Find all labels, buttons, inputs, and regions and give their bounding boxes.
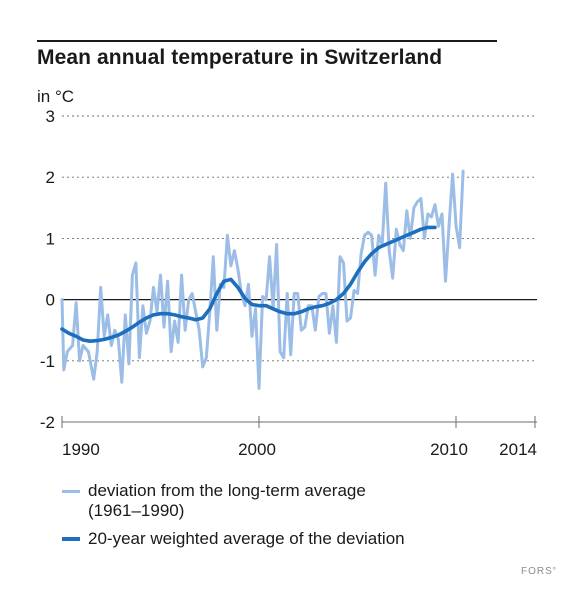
chart-title: Mean annual temperature in Switzerland [37,46,443,69]
series-line-weighted-average [60,225,437,343]
legend-label-weighted-average: 20-year weighted average of the deviatio… [88,529,405,548]
y-tick-label-1: 2 [46,168,55,187]
y-tick-label-5: -2 [40,413,55,432]
series-line-deviation [60,169,465,390]
y-tick-label-2: 1 [46,229,55,248]
legend-label-deviation-line2: (1961–1990) [88,501,185,520]
legend-swatch-deviation [62,490,80,493]
x-tick-label-1: 2000 [238,440,276,459]
y-tick-label-3: 0 [46,291,55,310]
y-tick-label-0: 3 [46,107,55,126]
x-tick-label-3: 2014 [499,440,537,459]
x-tick-label-2: 2010 [430,440,468,459]
legend-label-deviation: deviation from the long-term average (19… [88,481,366,521]
legend-swatch-weighted-average [62,537,80,541]
title-rule [37,40,497,42]
footer-logo: FORS° [521,566,557,577]
footer-logo-dot: ° [552,566,557,575]
y-axis-unit-label: in °C [37,87,75,106]
x-tick-label-0: 1990 [62,440,100,459]
chart-plot: 3 2 1 0 -1 -2 1990 2000 2010 2014 [40,107,537,459]
legend-label-deviation-line1: deviation from the long-term average [88,481,366,500]
y-tick-label-4: -1 [40,352,55,371]
footer-logo-text: FORS [521,566,553,577]
